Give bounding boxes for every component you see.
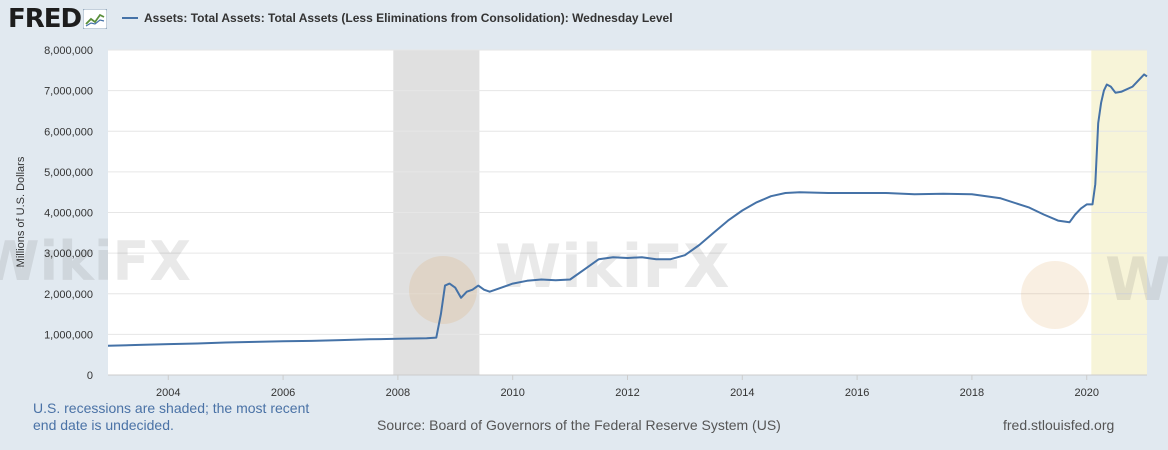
x-tick-label: 2020 <box>1074 387 1098 399</box>
gridlines <box>108 49 1147 335</box>
source-url-link[interactable]: fred.stlouisfed.org <box>1003 417 1115 433</box>
x-tick-label: 2016 <box>845 387 869 399</box>
recession-note: U.S. recessions are shaded; the most rec… <box>33 400 310 433</box>
legend: Assets: Total Assets: Total Assets (Less… <box>122 11 673 25</box>
line-chart-icon <box>83 9 108 29</box>
y-tick-label: 1,000,000 <box>44 329 93 341</box>
x-tick-label: 2010 <box>500 387 524 399</box>
watermark-text: WikiFX <box>0 230 191 293</box>
y-tick-label: 3,000,000 <box>44 248 93 260</box>
series-line <box>107 73 1148 347</box>
x-axis-ticks: 2004 2006 2008 2010 2012 2014 2016 2018 2020 <box>156 375 1099 399</box>
y-tick-label: 4,000,000 <box>44 208 93 220</box>
x-tick-label: 2014 <box>730 387 754 399</box>
y-tick-label: 7,000,000 <box>44 86 93 98</box>
source-text: Source: Board of Governors of the Federa… <box>377 417 781 433</box>
fred-logo[interactable]: FRED <box>8 4 108 34</box>
y-tick-label: 5,000,000 <box>44 167 93 179</box>
y-tick-label: 6,000,000 <box>44 126 93 138</box>
x-tick-label: 2008 <box>386 387 410 399</box>
watermark-logo-icon <box>409 256 477 324</box>
watermark-text: WikiFX <box>1105 245 1168 315</box>
logo-text: FRED <box>8 4 82 34</box>
y-axis-title: Millions of U.S. Dollars <box>15 156 27 267</box>
watermark-logo-icon <box>1021 261 1089 329</box>
watermark: WikiFX WikiFX WikiFX <box>0 230 1168 329</box>
x-tick-label: 2012 <box>615 387 639 399</box>
x-tick-label: 2006 <box>271 387 295 399</box>
header: FRED Assets: Total Assets: Total Assets … <box>0 0 1168 40</box>
legend-label: Assets: Total Assets: Total Assets (Less… <box>144 11 673 25</box>
y-tick-label: 0 <box>87 370 93 382</box>
x-tick-label: 2004 <box>156 387 180 399</box>
y-tick-label: 8,000,000 <box>44 45 93 57</box>
y-axis-ticks: 0 1,000,000 2,000,000 3,000,000 4,000,000 5,0… <box>44 45 93 382</box>
watermark-text: WikiFX <box>495 232 729 302</box>
y-tick-label: 2,000,000 <box>44 289 93 301</box>
x-tick-label: 2018 <box>960 387 984 399</box>
legend-line-swatch <box>122 17 138 19</box>
